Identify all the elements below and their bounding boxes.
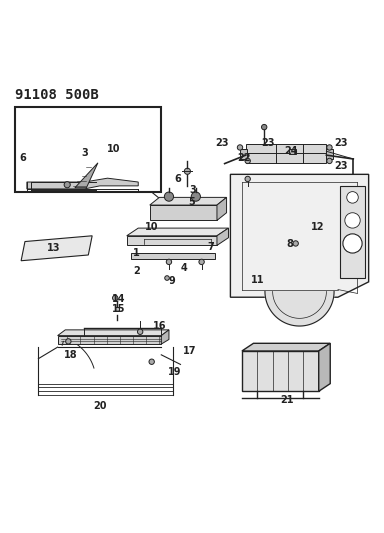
Bar [289, 149, 296, 154]
Polygon shape [265, 292, 334, 326]
Text: 23: 23 [215, 138, 229, 148]
Polygon shape [150, 205, 217, 221]
Text: 8: 8 [287, 239, 294, 249]
Text: 7: 7 [207, 241, 214, 252]
Circle shape [149, 359, 154, 365]
Polygon shape [150, 197, 227, 205]
Circle shape [327, 145, 332, 150]
Polygon shape [127, 236, 217, 245]
Text: 6: 6 [20, 153, 26, 163]
Text: 22: 22 [237, 153, 251, 163]
Text: 16: 16 [152, 321, 166, 331]
Circle shape [113, 295, 118, 301]
Text: 3: 3 [190, 185, 197, 196]
Circle shape [191, 192, 200, 201]
Polygon shape [246, 143, 326, 163]
Polygon shape [21, 236, 92, 261]
Circle shape [245, 176, 250, 182]
Text: 9: 9 [169, 276, 175, 286]
Text: 23: 23 [261, 138, 275, 148]
Text: 15: 15 [111, 304, 125, 314]
Text: 10: 10 [145, 222, 159, 232]
Circle shape [165, 276, 169, 280]
Text: 20: 20 [93, 400, 107, 410]
Polygon shape [131, 253, 215, 259]
Text: 6: 6 [174, 174, 181, 184]
Polygon shape [217, 228, 228, 245]
Bar [15, 107, 161, 192]
Text: 18: 18 [64, 350, 78, 360]
Bar [240, 149, 247, 159]
Circle shape [199, 259, 204, 264]
Circle shape [262, 124, 267, 130]
Text: 19: 19 [168, 367, 182, 377]
Text: 1: 1 [133, 248, 140, 258]
Circle shape [347, 192, 358, 203]
Polygon shape [161, 330, 169, 344]
Text: 91108 500B: 91108 500B [15, 88, 99, 102]
Bar [340, 186, 365, 278]
Text: 4: 4 [181, 263, 188, 273]
Bar [326, 149, 333, 159]
Circle shape [237, 145, 243, 150]
Text: 23: 23 [334, 161, 348, 171]
Polygon shape [58, 336, 161, 344]
Text: 2: 2 [133, 266, 140, 277]
Polygon shape [230, 174, 369, 297]
Circle shape [137, 329, 143, 335]
Circle shape [64, 182, 70, 188]
Circle shape [345, 213, 360, 228]
Text: 21: 21 [280, 395, 294, 405]
Circle shape [293, 241, 298, 246]
Text: 11: 11 [251, 275, 265, 285]
Polygon shape [75, 163, 98, 188]
Polygon shape [58, 330, 169, 336]
Text: 24: 24 [284, 146, 298, 156]
Circle shape [327, 158, 332, 164]
Circle shape [66, 338, 71, 344]
Text: 10: 10 [106, 143, 120, 154]
Bar [115, 307, 119, 311]
Circle shape [245, 158, 250, 164]
Circle shape [166, 259, 172, 264]
Circle shape [343, 234, 362, 253]
Text: 17: 17 [183, 346, 197, 356]
Polygon shape [217, 197, 227, 221]
Circle shape [164, 192, 174, 201]
Polygon shape [127, 228, 228, 236]
Text: 13: 13 [47, 243, 61, 253]
Text: 3: 3 [81, 148, 88, 158]
Text: 14: 14 [111, 294, 125, 304]
Polygon shape [27, 178, 138, 189]
Polygon shape [319, 343, 330, 391]
Circle shape [184, 168, 190, 174]
Text: 12: 12 [311, 222, 325, 232]
Text: 23: 23 [334, 138, 348, 148]
Polygon shape [242, 343, 330, 351]
Polygon shape [242, 351, 319, 391]
Text: 5: 5 [189, 197, 195, 207]
